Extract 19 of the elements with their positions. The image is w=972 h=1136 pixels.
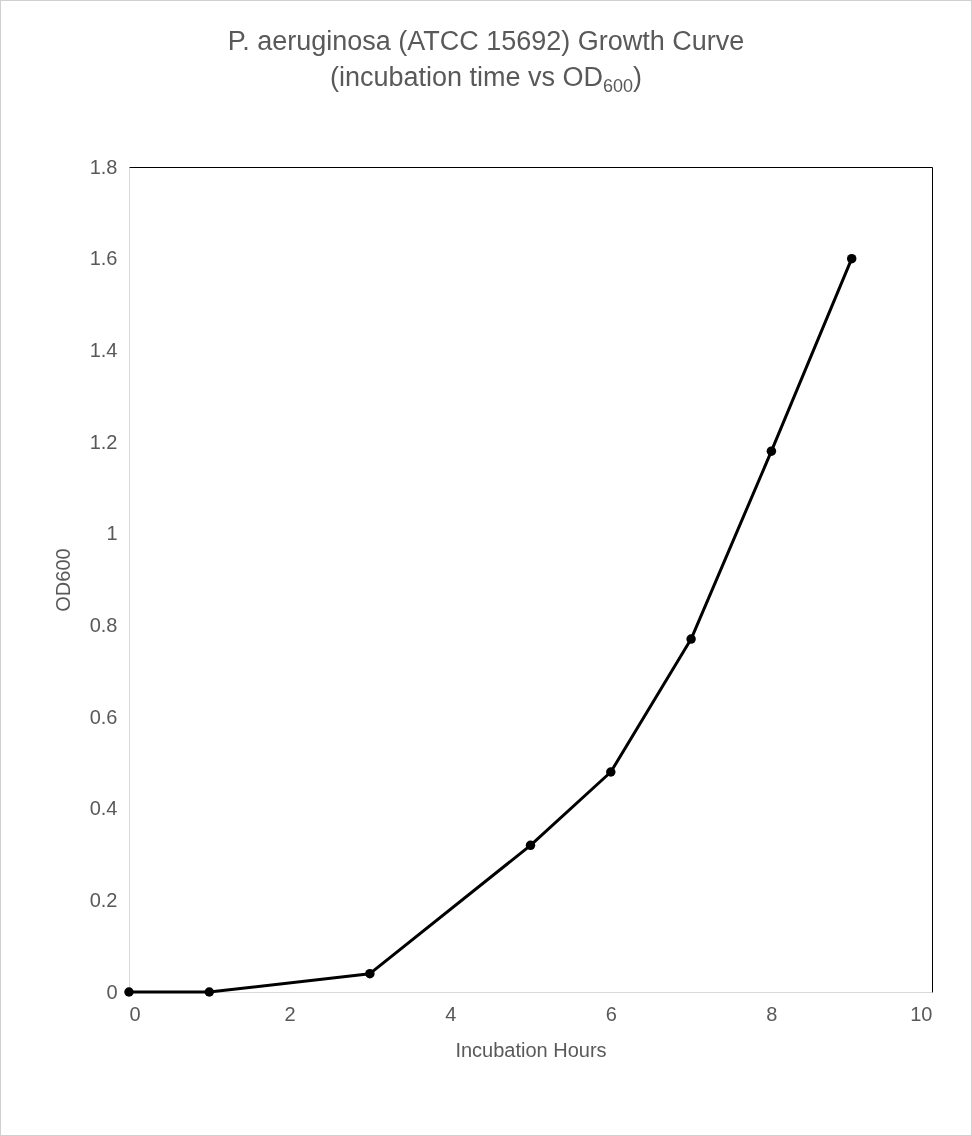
y-tick-label: 0.8 xyxy=(89,613,118,636)
y-tick-label: 1.6 xyxy=(89,247,118,270)
y-tick-label: 0.2 xyxy=(89,888,118,911)
x-tick-label: 4 xyxy=(445,1002,457,1025)
y-tick-label: 0 xyxy=(106,980,118,1003)
y-tick-label: 0.4 xyxy=(89,797,118,820)
y-tick-label: 1.2 xyxy=(89,430,118,453)
y-axis-title: OD600 xyxy=(51,548,74,612)
y-tick-label: 1.8 xyxy=(89,155,118,178)
chart-title: P. aeruginosa (ATCC 15692) Growth Curve (incubation time vs OD$_{600}$) xyxy=(226,25,746,99)
x-tick-label: 8 xyxy=(766,1002,778,1025)
x-axis-title: Incubation Hours xyxy=(455,1038,607,1061)
x-tick-label: 2 xyxy=(284,1002,296,1025)
x-tick-label: 6 xyxy=(605,1002,617,1025)
x-tick-label: 0 xyxy=(129,1002,141,1025)
y-tick-label: 0.6 xyxy=(89,705,118,728)
x-tick-label: 10 xyxy=(910,1002,933,1025)
y-tick-label: 1 xyxy=(106,522,118,545)
y-tick-label: 1.4 xyxy=(89,338,118,361)
